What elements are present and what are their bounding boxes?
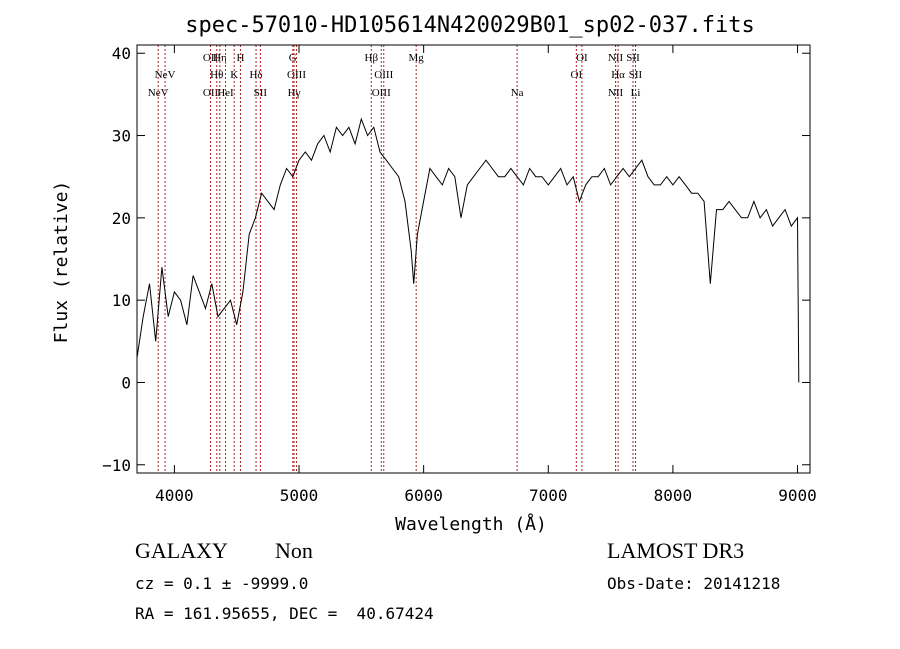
line-marker-label: G xyxy=(289,52,297,64)
x-axis: 4000 5000 6000 7000 8000 9000 xyxy=(155,45,817,505)
x-tick-label: 9000 xyxy=(778,486,817,505)
line-marker-label: Hθ xyxy=(210,69,223,81)
x-tick-label: 7000 xyxy=(529,486,568,505)
x-tick-label: 5000 xyxy=(280,486,319,505)
survey-name: LAMOST DR3 xyxy=(607,538,745,563)
radec-text: RA = 161.95655, DEC = 40.67424 xyxy=(135,604,434,623)
line-marker-label: Na xyxy=(511,87,524,99)
line-marker-label: NeV xyxy=(155,69,176,81)
line-marker-label: OI xyxy=(576,52,588,64)
line-marker-label: OIII xyxy=(287,69,306,81)
y-tick-label: 10 xyxy=(112,291,131,310)
object-class: GALAXY xyxy=(135,538,228,563)
line-marker-label: Hη xyxy=(213,52,227,64)
x-tick-label: 4000 xyxy=(155,486,194,505)
x-axis-label: Wavelength (Å) xyxy=(395,513,547,535)
line-marker-label: OIII xyxy=(372,87,391,99)
line-marker-label: NII xyxy=(608,87,624,99)
line-marker-label: Li xyxy=(631,87,641,99)
y-tick-label: 0 xyxy=(121,373,131,392)
y-tick-label: 20 xyxy=(112,209,131,228)
object-subclass: Non xyxy=(275,538,313,563)
y-tick-label: 40 xyxy=(112,44,131,63)
redshift-text: cz = 0.1 ± -9999.0 xyxy=(135,574,309,593)
line-marker-label: Mg xyxy=(409,52,425,64)
line-marker-label: Hδ xyxy=(249,69,262,81)
line-marker-label: Hγ xyxy=(288,87,301,99)
line-marker-label: SII xyxy=(254,87,268,99)
line-marker-label: Hβ xyxy=(365,52,379,64)
line-marker-label: HeI xyxy=(217,87,234,99)
obs-date-text: Obs-Date: 20141218 xyxy=(607,574,781,593)
plot-frame xyxy=(136,44,811,474)
line-marker-label: OII xyxy=(203,87,219,99)
y-tick-label: −10 xyxy=(102,456,131,475)
x-tick-label: 6000 xyxy=(404,486,443,505)
line-marker-label: SII xyxy=(626,52,640,64)
y-axis-label: Flux (relative) xyxy=(51,181,72,344)
y-axis: −10 0 10 20 30 40 xyxy=(102,44,810,475)
chart-title: spec-57010-HD105614N420029B01_sp02-037.f… xyxy=(185,13,755,38)
line-marker-label: Hα xyxy=(611,69,625,81)
line-marker-label: NeV xyxy=(148,87,169,99)
line-marker-label: H xyxy=(236,52,244,64)
spectrum-line xyxy=(136,117,800,383)
line-marker-label: K xyxy=(230,69,238,81)
x-tick-label: 8000 xyxy=(654,486,693,505)
line-marker-label: OIII xyxy=(374,69,393,81)
line-marker-label: OI xyxy=(571,69,583,81)
y-tick-label: 30 xyxy=(112,127,131,146)
